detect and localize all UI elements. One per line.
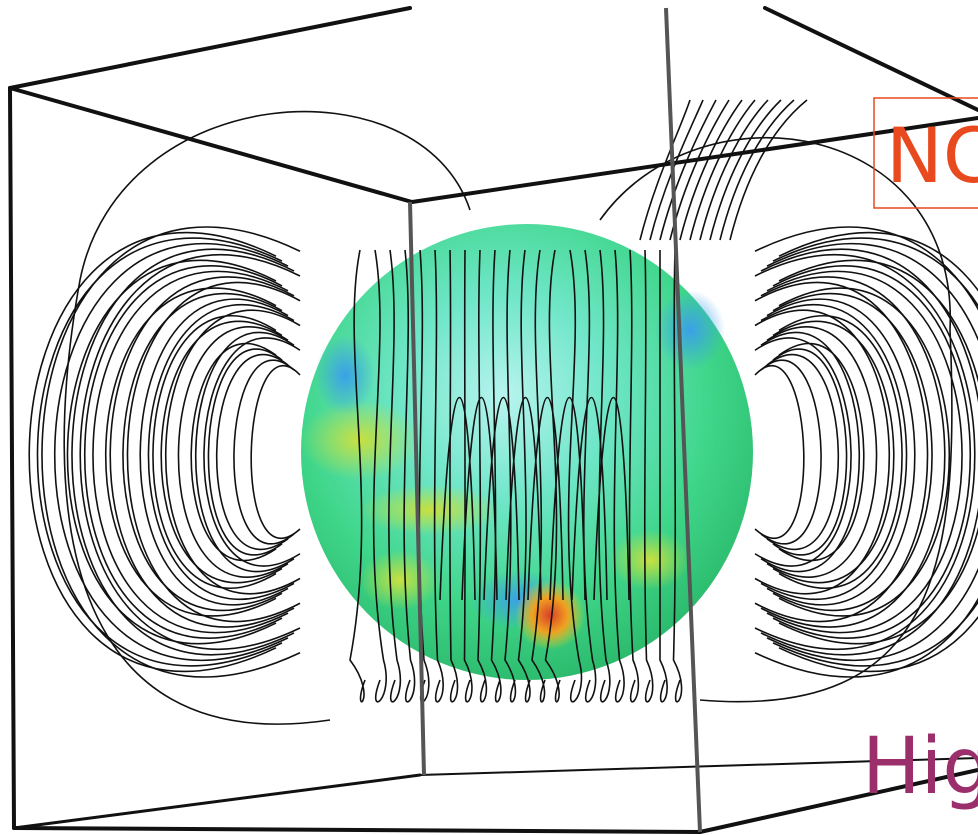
- field-line: [690, 100, 755, 240]
- field-line: [779, 316, 902, 588]
- field-line: [123, 294, 282, 611]
- field-line: [148, 305, 294, 600]
- visualization: NC Hig: [0, 0, 978, 835]
- field-line: [234, 360, 294, 544]
- field-line: [166, 310, 300, 594]
- field-line: [37, 238, 282, 666]
- field-line: [761, 305, 907, 600]
- field-line: [779, 233, 978, 672]
- field-line: [755, 366, 804, 539]
- field-line: [140, 299, 288, 605]
- field-line: [680, 100, 742, 240]
- field-line: [773, 294, 932, 611]
- field-line: [761, 360, 821, 544]
- page: NC Hig (() => { const data = JSON.parse(…: [0, 0, 978, 835]
- field-line: [710, 100, 781, 240]
- field-line: [660, 100, 716, 240]
- field-line: [153, 316, 276, 588]
- field-line: [755, 310, 889, 594]
- field-line: [730, 100, 807, 240]
- bottom-label: Hig: [862, 722, 978, 812]
- top-label: NC: [886, 111, 978, 200]
- field-line: [251, 366, 300, 539]
- field-line: [670, 100, 729, 240]
- field-line: [720, 100, 794, 240]
- field-line: [767, 355, 838, 550]
- field-line: [217, 355, 288, 550]
- field-line: [767, 299, 915, 605]
